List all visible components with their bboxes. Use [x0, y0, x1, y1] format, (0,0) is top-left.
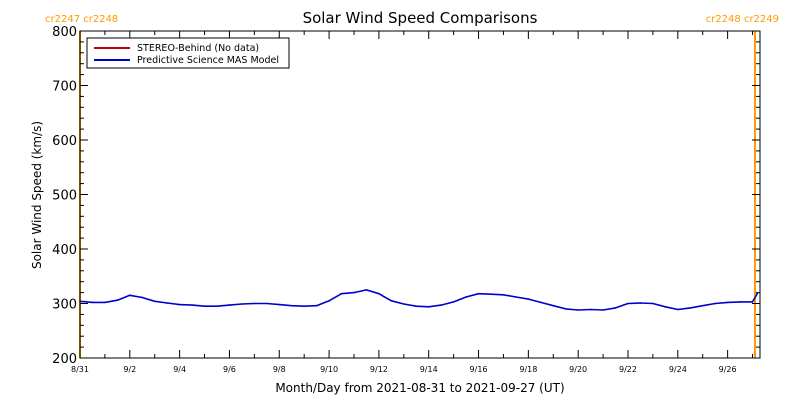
legend-box	[86, 37, 290, 69]
data-point	[91, 301, 94, 304]
data-point	[178, 303, 181, 306]
data-point	[652, 302, 654, 305]
data-point	[340, 292, 343, 295]
chart-title: Solar Wind Speed Comparisons	[303, 9, 538, 27]
data-point	[589, 308, 592, 311]
data-point	[677, 308, 679, 311]
data-point	[191, 304, 193, 306]
data-point	[714, 302, 716, 305]
x-tick-label-4: 9/4	[173, 365, 186, 374]
data-point	[427, 306, 430, 308]
data-point	[751, 301, 754, 303]
data-point	[216, 305, 218, 308]
data-point	[477, 292, 480, 295]
data-point	[639, 302, 642, 304]
data-point	[228, 304, 231, 306]
data-point	[452, 301, 455, 303]
data-point	[552, 304, 555, 307]
x-tick-label-20: 9/20	[569, 365, 587, 374]
data-point	[465, 296, 467, 298]
data-point	[290, 304, 293, 307]
x-tick-label-14: 9/14	[420, 365, 438, 374]
carrington-label-left: cr2247 cr2248	[45, 14, 118, 25]
x-axis-label: Month/Day from 2021-08-31 to 2021-09-27 …	[275, 381, 564, 395]
legend-label-mas: Predictive Science MAS Model	[137, 55, 279, 66]
y-tick-label-200: 200	[52, 352, 77, 367]
x-tick-label-8: 9/8	[273, 365, 286, 374]
x-tick-label-18: 9/18	[519, 365, 537, 374]
data-point	[440, 304, 443, 306]
data-point	[378, 292, 380, 295]
x-tick-label-12: 9/12	[370, 365, 388, 374]
data-point	[756, 292, 759, 294]
data-point	[315, 304, 318, 307]
data-point	[253, 302, 256, 305]
data-point	[303, 305, 306, 308]
data-point	[602, 309, 604, 311]
y-tick-label-700: 700	[52, 80, 77, 95]
data-point	[328, 300, 330, 302]
data-point	[577, 309, 579, 311]
data-point	[266, 302, 268, 305]
y-tick-label-600: 600	[52, 134, 77, 149]
data-point	[104, 301, 106, 304]
data-point	[540, 301, 542, 304]
data-point	[241, 303, 243, 305]
x-tick-label-10: 9/10	[320, 365, 338, 374]
legend-label-stereo: STEREO-Behind (No data)	[137, 43, 259, 54]
data-point	[564, 308, 567, 310]
x-tick-label-16: 9/16	[470, 365, 488, 374]
data-point	[527, 298, 530, 300]
y-tick-label-400: 400	[52, 243, 77, 258]
data-point	[353, 291, 355, 294]
data-point	[627, 302, 629, 305]
data-point	[129, 294, 131, 297]
x-tick-label-24: 9/24	[669, 365, 687, 374]
data-point	[490, 293, 492, 296]
data-point	[166, 302, 168, 304]
legend: STEREO-Behind (No data) Predictive Scien…	[86, 37, 290, 69]
data-point	[739, 301, 741, 303]
y-tick-label-300: 300	[52, 298, 77, 313]
x-tick-label-26: 9/26	[719, 365, 737, 374]
data-point	[689, 307, 692, 309]
data-point	[726, 301, 729, 304]
x-tick-label-2: 9/2	[123, 365, 136, 374]
x-tick-label-0: 8/31	[71, 365, 89, 374]
y-tick-label-800: 800	[52, 25, 77, 40]
x-tick-label-6: 9/6	[223, 365, 236, 374]
carrington-label-right: cr2248 cr2249	[706, 14, 779, 25]
data-point	[614, 307, 617, 309]
data-point	[153, 300, 156, 303]
y-axis-ticks: 200 300 400 500 600 700 800	[52, 25, 760, 367]
data-point	[390, 300, 393, 302]
data-point	[116, 299, 119, 302]
data-point	[515, 296, 517, 298]
data-point	[141, 296, 144, 299]
data-point	[203, 305, 206, 308]
data-point	[278, 303, 281, 306]
x-axis-ticks: 8/31 9/2 9/4 9/6 9/8 9/10 9/12 9/14 9/16 9/18 9/20…	[71, 31, 754, 374]
data-point	[403, 303, 405, 305]
x-tick-label-22: 9/22	[619, 365, 637, 374]
data-point	[415, 305, 418, 308]
data-point	[365, 289, 368, 291]
plot-frame	[79, 30, 761, 359]
data-point	[701, 304, 704, 307]
y-tick-label-500: 500	[52, 189, 77, 204]
y-axis-label: Solar Wind Speed (km/s)	[30, 121, 44, 269]
data-point	[664, 306, 667, 308]
series-line-1	[79, 289, 759, 311]
data-point	[502, 294, 505, 296]
